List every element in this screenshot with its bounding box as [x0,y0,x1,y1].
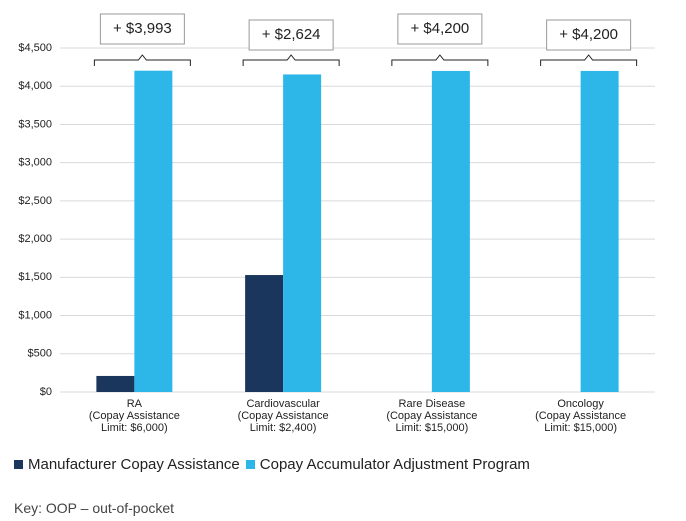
annotation: + $2,624 [262,26,321,43]
bracket [391,54,489,66]
key-note: Key: OOP – out-of-pocket [14,500,175,516]
x-tick-label: RA (Copay Assistance Limit: $6,000) [88,398,180,434]
legend: Manufacturer Copay Assistance Copay Accum… [14,456,530,473]
annotation-box [546,19,632,51]
bar [245,275,284,392]
bracket [540,54,638,66]
bar [96,375,135,392]
bar [580,70,619,392]
annotation-box [397,13,483,45]
y-tick-label: $2,000 [18,233,52,245]
y-tick-label: $1,000 [18,309,52,321]
bracket [93,54,191,66]
annotation: + $3,993 [113,20,172,37]
annotation-box [248,19,334,51]
bar [431,70,470,392]
x-tick-label: Cardiovascular (Copay Assistance Limit: … [237,398,329,434]
y-tick-label: $4,500 [18,42,52,54]
annotation-box [99,13,185,45]
y-tick-label: $1,500 [18,271,52,283]
y-tick-label: $3,500 [18,118,52,130]
annotation: + $4,200 [559,26,618,43]
legend-swatch [14,460,23,469]
legend-label: Copay Accumulator Adjustment Program [259,456,530,473]
y-tick-label: $0 [40,386,52,398]
x-tick-label: Rare Disease (Copay Assistance Limit: $1… [386,398,478,434]
y-tick-label: $3,000 [18,157,52,169]
bar [283,74,322,393]
legend-label: Manufacturer Copay Assistance [28,456,240,473]
y-tick-label: $2,500 [18,195,52,207]
bracket [242,54,340,66]
y-tick-label: $4,000 [18,80,52,92]
annotation: + $4,200 [410,20,469,37]
legend-swatch [245,460,255,469]
y-tick-label: $500 [28,348,52,360]
bar [134,70,173,392]
x-tick-label: Oncology (Copay Assistance Limit: $15,00… [535,398,627,434]
chart: $0 $500 $1,000 $1,500 $2,000 $2,500 $3,000 $3,5… [18,13,655,398]
